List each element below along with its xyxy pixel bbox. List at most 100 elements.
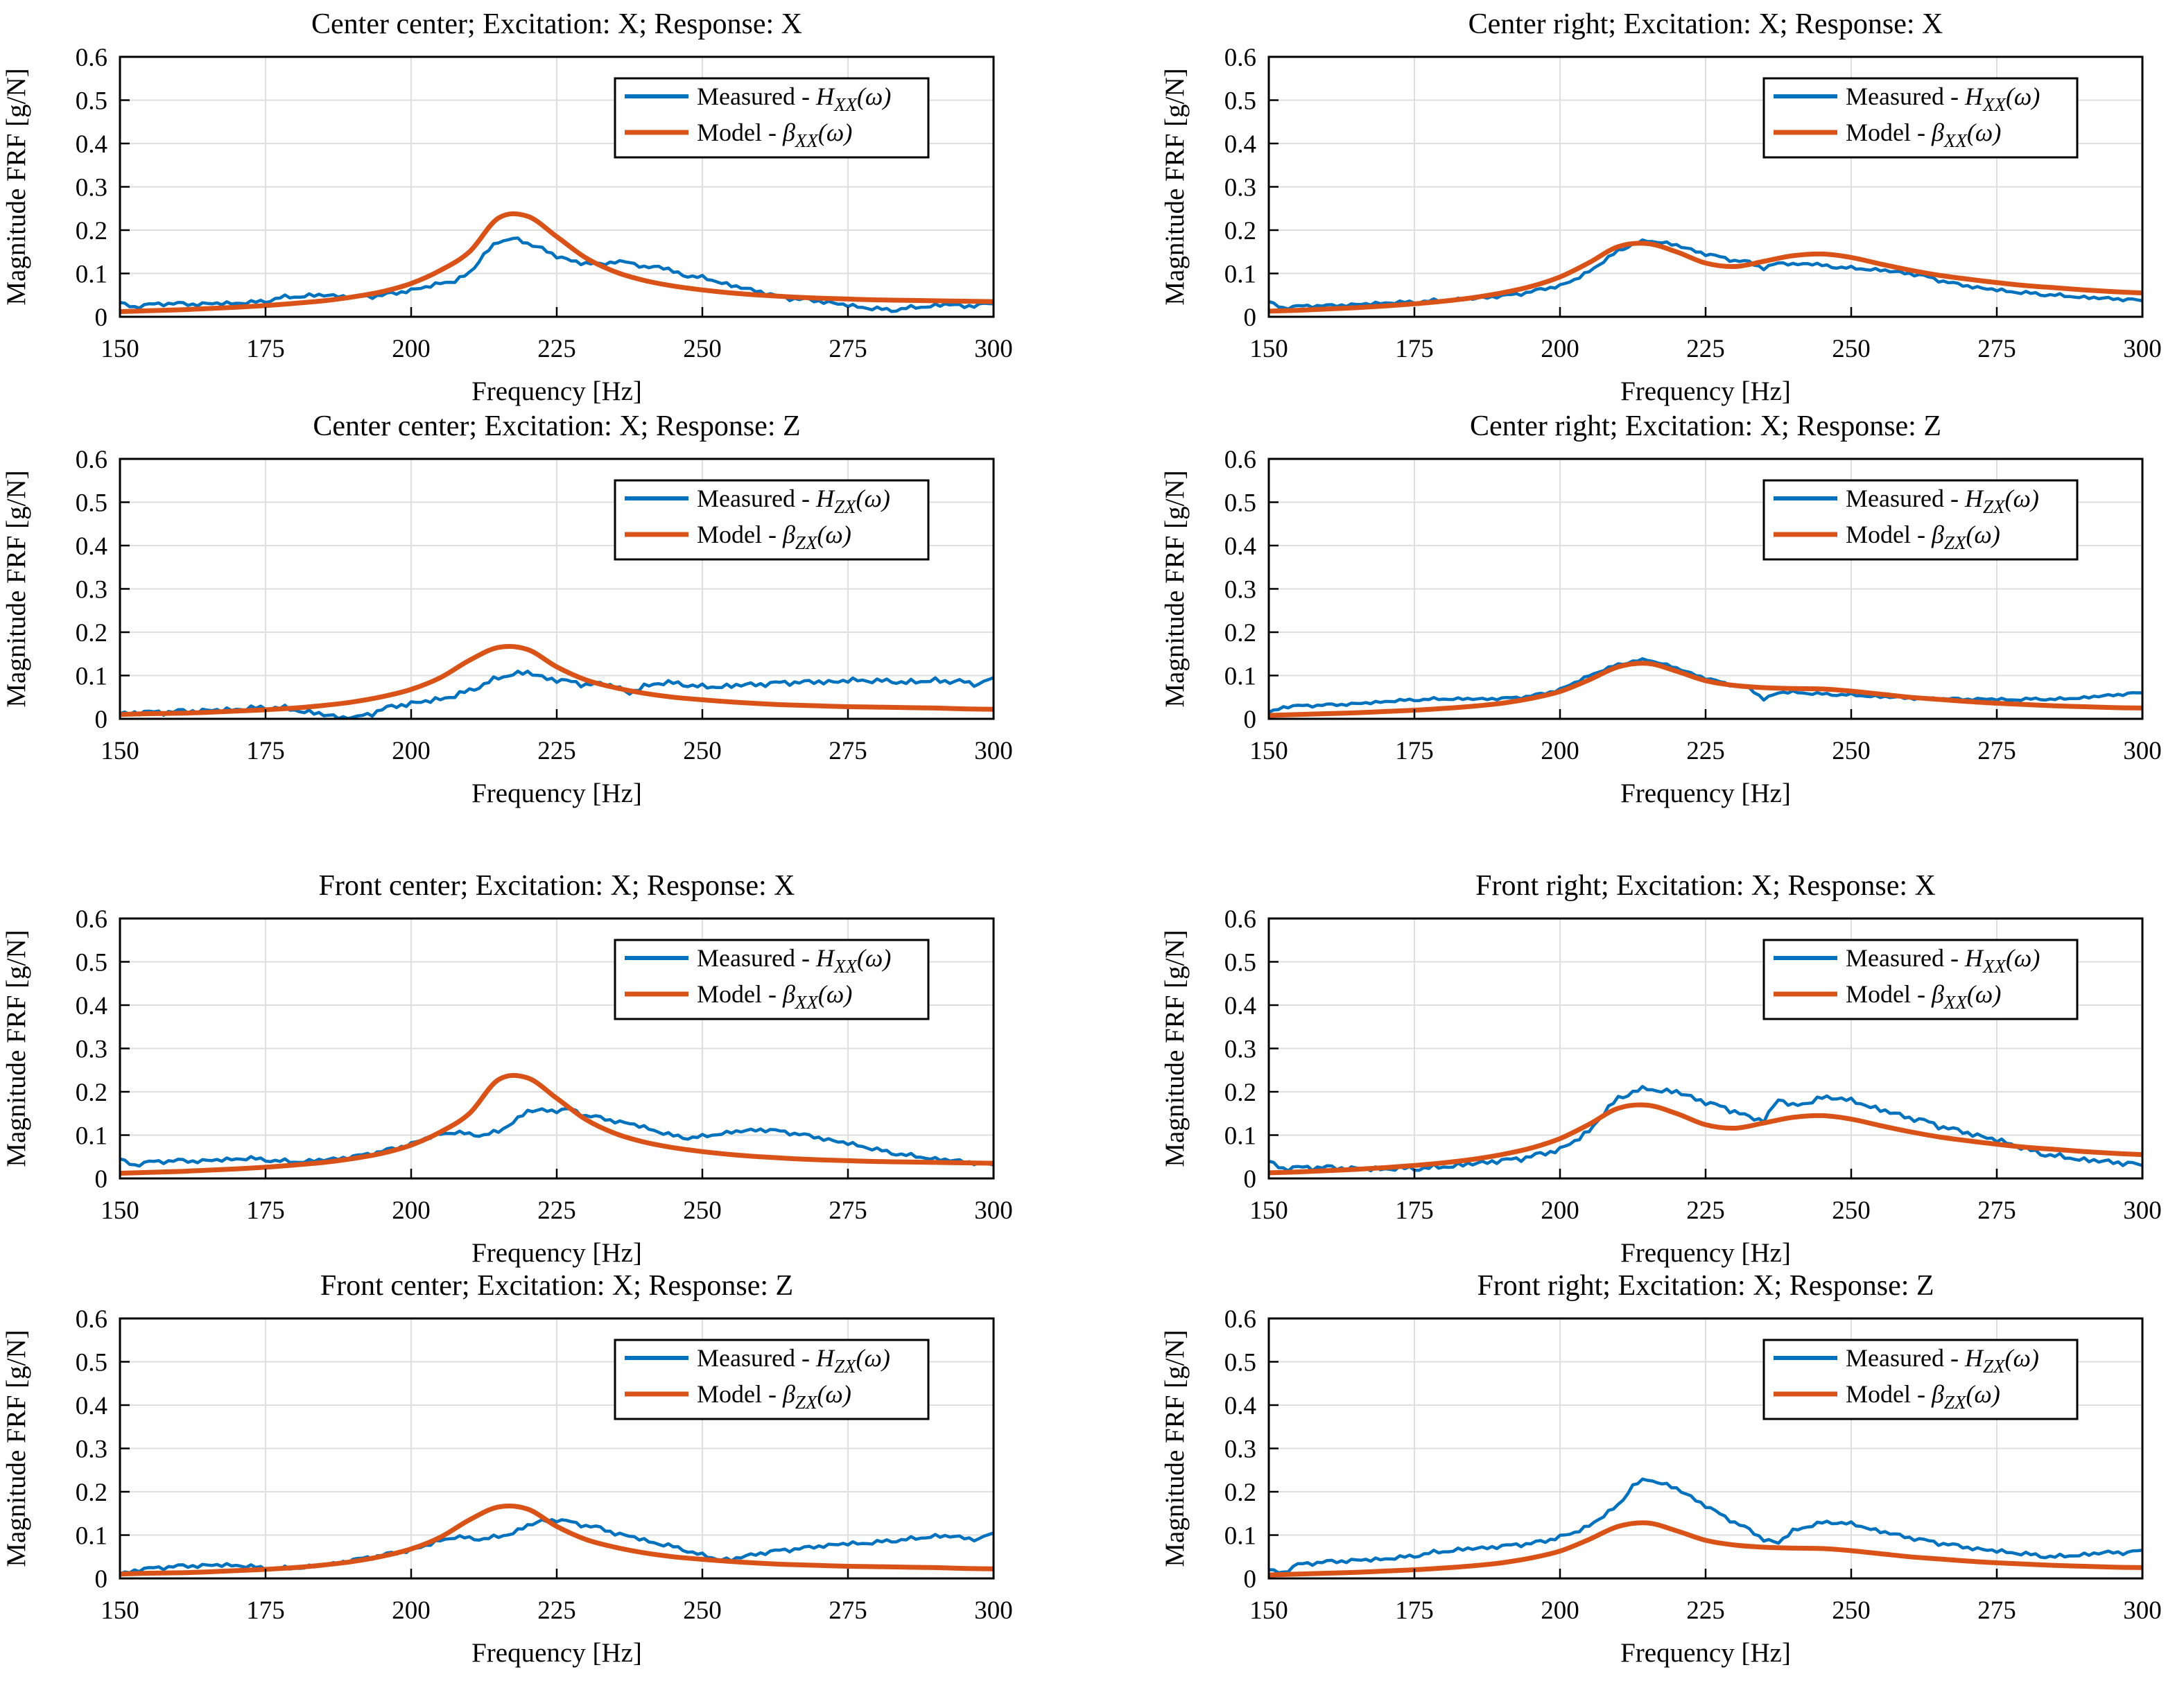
- svg-text:275: 275: [1977, 1196, 2016, 1225]
- svg-text:0.1: 0.1: [76, 1122, 107, 1151]
- subplot-front-center-xx: 150 175 200 225 250 275 300 0 0.1 0.2 0.3 0.4 0.5 0.6…: [1, 870, 1013, 1268]
- svg-text:275: 275: [829, 737, 867, 765]
- plot-title: Center center; Excitation: X; Response: …: [313, 410, 800, 442]
- svg-text:0.2: 0.2: [1224, 1079, 1256, 1107]
- svg-text:0.2: 0.2: [76, 1079, 107, 1107]
- legend-box: Measured - HZX(ω) Model - βZX(ω): [1762, 479, 2079, 561]
- svg-text:250: 250: [683, 1596, 722, 1625]
- measured-line: [120, 236, 994, 313]
- svg-text:0.4: 0.4: [1224, 1392, 1256, 1420]
- svg-text:175: 175: [1395, 1596, 1434, 1625]
- measured-line: [1269, 1477, 2142, 1575]
- svg-text:225: 225: [1686, 335, 1725, 363]
- svg-text:175: 175: [1395, 1196, 1434, 1225]
- svg-text:0.2: 0.2: [1224, 1479, 1256, 1507]
- legend-box: Measured - HXX(ω)Model - βXX(ω): [1762, 77, 2079, 159]
- svg-text:0.3: 0.3: [76, 576, 107, 604]
- plot-title: Front right; Excitation: X; Response: Z: [1477, 1270, 1934, 1302]
- legend-box: Measured - HXX(ω)Model - βXX(ω): [614, 939, 930, 1020]
- svg-text:0.3: 0.3: [1224, 1036, 1256, 1064]
- legend-model-label: Model - βXX(ω): [1846, 119, 2001, 151]
- svg-text:225: 225: [537, 737, 576, 765]
- x-tick-labels: 150 175 200 225 250 275 300: [1249, 1596, 2162, 1625]
- svg-text:0.3: 0.3: [76, 1036, 107, 1064]
- plot-title: Center center; Excitation: X; Response: …: [311, 8, 802, 40]
- svg-text:0.1: 0.1: [1224, 1522, 1256, 1551]
- x-axis-label: Frequency [Hz]: [471, 1238, 642, 1268]
- svg-text:0.2: 0.2: [76, 619, 107, 647]
- svg-text:200: 200: [1541, 737, 1579, 765]
- svg-text:200: 200: [1541, 1596, 1579, 1625]
- legend-model-label: Model - βZX(ω): [1846, 521, 2000, 553]
- svg-text:0.1: 0.1: [76, 663, 107, 691]
- svg-text:0.4: 0.4: [1224, 130, 1256, 159]
- svg-text:0.3: 0.3: [1224, 174, 1256, 202]
- svg-text:225: 225: [537, 335, 576, 363]
- svg-text:0: 0: [1244, 1165, 1257, 1194]
- svg-text:0.5: 0.5: [1224, 87, 1256, 116]
- svg-text:0.4: 0.4: [1224, 532, 1256, 561]
- y-axis-label: Magnitude FRF [g/N]: [1160, 930, 1190, 1167]
- svg-text:0: 0: [1244, 706, 1257, 734]
- y-tick-labels: 0 0.1 0.2 0.3 0.4 0.5 0.6: [76, 446, 107, 734]
- x-tick-labels: 150 175 200 225 250 275 300: [1249, 737, 2162, 765]
- plot-title: Front right; Excitation: X; Response: X: [1475, 870, 1936, 902]
- svg-text:150: 150: [101, 1196, 139, 1225]
- tick-marks: [119, 1317, 995, 1580]
- svg-text:250: 250: [683, 737, 722, 765]
- y-tick-labels: 0 0.1 0.2 0.3 0.4 0.5 0.6: [1224, 44, 1256, 332]
- svg-text:250: 250: [683, 335, 722, 363]
- legend-box: Measured - HZX(ω)Model - βZX(ω): [1762, 1339, 2079, 1420]
- svg-text:0.2: 0.2: [76, 1479, 107, 1507]
- svg-text:0.6: 0.6: [76, 44, 107, 72]
- tick-marks: [1267, 55, 2144, 318]
- y-axis-label: Magnitude FRF [g/N]: [1, 68, 31, 305]
- y-tick-labels: 0 0.1 0.2 0.3 0.4 0.5 0.6: [1224, 446, 1256, 734]
- x-axis-label: Frequency [Hz]: [1620, 376, 1791, 406]
- x-axis-label: Frequency [Hz]: [471, 778, 642, 808]
- svg-text:250: 250: [1832, 737, 1871, 765]
- svg-text:0.5: 0.5: [1224, 1349, 1256, 1377]
- y-axis-label: Magnitude FRF [g/N]: [1160, 470, 1190, 707]
- svg-text:300: 300: [2123, 1196, 2162, 1225]
- svg-text:150: 150: [101, 335, 139, 363]
- legend-measured-label: Measured - HZX(ω): [1846, 485, 2039, 517]
- svg-text:0: 0: [1244, 304, 1257, 332]
- y-tick-labels: 0 0.1 0.2 0.3 0.4 0.5 0.6: [1224, 905, 1256, 1194]
- svg-text:150: 150: [1249, 1196, 1288, 1225]
- subplot-center-right-zx: 150 175 200 225 250 275 300 0 0.1 0.2 0.3 0.4 0.5 0.6…: [1160, 410, 2162, 808]
- y-axis-label: Magnitude FRF [g/N]: [1160, 68, 1190, 305]
- model-line: [1269, 1102, 2142, 1176]
- x-axis-label: Frequency [Hz]: [471, 1638, 642, 1668]
- legend-measured-label: Measured - HZX(ω): [1846, 1344, 2039, 1377]
- svg-text:225: 225: [537, 1596, 576, 1625]
- svg-text:150: 150: [1249, 335, 1288, 363]
- svg-text:300: 300: [974, 737, 1013, 765]
- svg-text:175: 175: [246, 1596, 285, 1625]
- svg-text:0.5: 0.5: [76, 87, 107, 116]
- y-axis-label: Magnitude FRF [g/N]: [1160, 1330, 1190, 1567]
- svg-text:275: 275: [829, 1196, 867, 1225]
- svg-text:0.4: 0.4: [1224, 992, 1256, 1020]
- tick-marks: [1267, 917, 2144, 1180]
- subplot-center-right-xx: 150 175 200 225 250 275 300 0 0.1 0.2 0.3 0.4 0.5 0.6…: [1160, 8, 2162, 406]
- svg-text:200: 200: [392, 737, 431, 765]
- svg-text:0.4: 0.4: [76, 1392, 107, 1420]
- subplot-center-center-xx: 150 175 200 225 250 275 300 0 0.1 0.2 0.3 0.4 0.5 0.6…: [1, 8, 1013, 406]
- svg-text:250: 250: [1832, 1196, 1871, 1225]
- svg-text:0: 0: [1244, 1565, 1257, 1594]
- tick-marks: [119, 55, 995, 318]
- legend-model-label: Model - βXX(ω): [1846, 980, 2001, 1013]
- svg-text:0.1: 0.1: [1224, 663, 1256, 691]
- svg-text:300: 300: [974, 1596, 1013, 1625]
- legend-box: Measured - HZX(ω)Model - βZX(ω): [614, 1339, 930, 1420]
- svg-text:200: 200: [392, 335, 431, 363]
- x-axis-label: Frequency [Hz]: [471, 376, 642, 406]
- svg-text:0.1: 0.1: [1224, 1122, 1256, 1151]
- svg-text:0.6: 0.6: [1224, 905, 1256, 934]
- svg-text:225: 225: [1686, 1596, 1725, 1625]
- svg-text:275: 275: [1977, 737, 2016, 765]
- svg-text:0.2: 0.2: [1224, 619, 1256, 647]
- svg-text:0.5: 0.5: [76, 1349, 107, 1377]
